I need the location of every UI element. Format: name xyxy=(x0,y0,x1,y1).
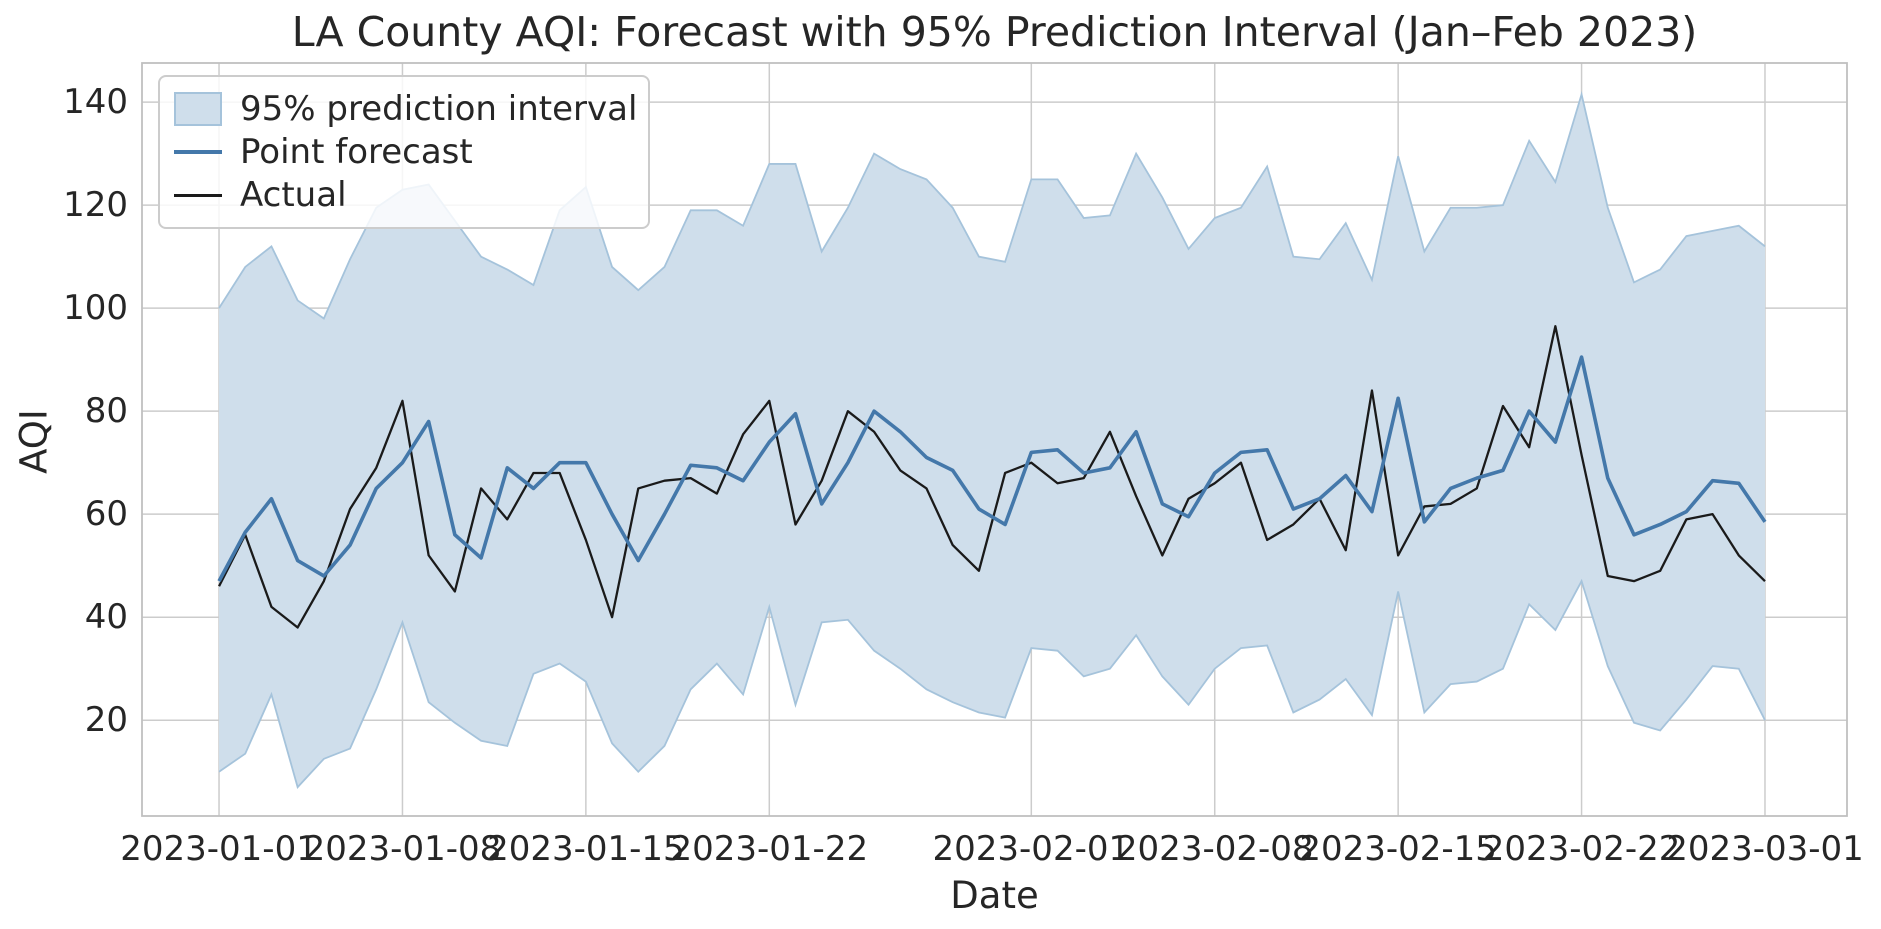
x-tick-label: 2023-02-08 xyxy=(1115,829,1314,869)
forecast-line-swatch-icon xyxy=(174,149,222,154)
x-tick-label: 2023-01-01 xyxy=(120,829,318,869)
x-tick-label: 2023-01-08 xyxy=(303,829,502,869)
legend-item-band: 95% prediction interval xyxy=(174,87,638,130)
chart-title: LA County AQI: Forecast with 95% Predict… xyxy=(291,8,1698,56)
y-tick-label: 120 xyxy=(63,185,128,226)
y-tick-label: 80 xyxy=(84,391,128,432)
y-tick-label: 100 xyxy=(63,288,128,329)
legend-box: 95% prediction interval Point forecast A… xyxy=(158,75,650,229)
legend-item-forecast: Point forecast xyxy=(174,130,634,173)
prediction-band-lower-edge xyxy=(218,578,1766,789)
y-tick-label: 20 xyxy=(84,700,128,741)
legend-label-forecast: Point forecast xyxy=(240,131,473,172)
x-tick-label: 2023-02-01 xyxy=(932,829,1131,869)
x-tick-label: 2023-02-22 xyxy=(1482,829,1681,869)
x-tick-label: 2023-03-01 xyxy=(1666,829,1864,869)
y-axis-label: AQI xyxy=(12,409,56,474)
plot-spines xyxy=(141,62,1848,817)
actual-line-swatch-icon xyxy=(174,194,222,197)
x-tick-label: 2023-01-15 xyxy=(487,829,685,869)
forecast-line xyxy=(217,355,1767,582)
y-tick-label: 140 xyxy=(63,82,128,123)
y-tick-label: 60 xyxy=(84,494,128,535)
y-tick-label: 40 xyxy=(84,597,128,638)
prediction-band xyxy=(219,94,1765,788)
x-tick-label: 2023-02-15 xyxy=(1299,829,1497,869)
legend-item-actual: Actual xyxy=(174,174,634,217)
legend-label-actual: Actual xyxy=(240,175,347,216)
x-axis-label: Date xyxy=(950,874,1039,917)
legend-label-band: 95% prediction interval xyxy=(240,88,638,129)
actual-line xyxy=(218,325,1766,629)
x-tick-label: 2023-01-22 xyxy=(670,829,869,869)
band-swatch-icon xyxy=(174,91,222,126)
prediction-band-upper-edge xyxy=(218,90,1766,320)
